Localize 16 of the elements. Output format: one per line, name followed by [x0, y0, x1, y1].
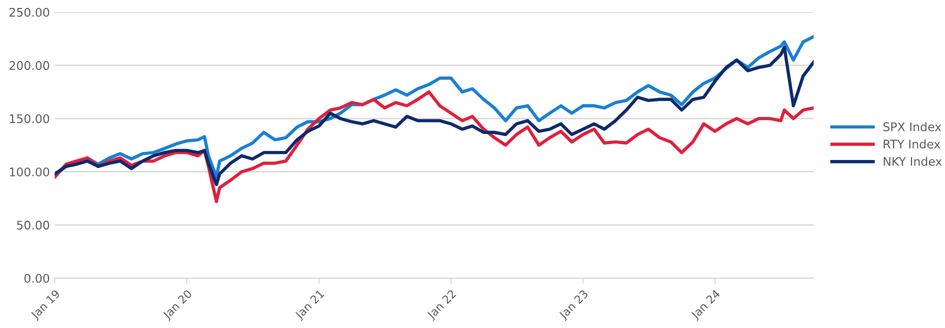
y-tick-label: 150.00	[10, 114, 50, 124]
y-tick-label: 0.00	[24, 274, 50, 283]
y-tick-label: 250.00	[10, 8, 50, 17]
y-tick-label: 200.00	[10, 61, 50, 70]
x-tick-label: Jan 24	[690, 289, 722, 322]
legend-label: SPX Index	[883, 122, 942, 132]
legend-label: RTY Index	[884, 139, 940, 149]
x-tick-label: Jan 20	[162, 289, 194, 322]
x-tick-label: Jan 21	[294, 289, 326, 322]
x-tick-label: Jan 19	[30, 289, 62, 322]
x-tick-label: Jan 22	[426, 289, 458, 322]
y-tick-label: 50.00	[17, 220, 50, 230]
legend-label: NKY Index	[884, 156, 942, 166]
line-series	[54, 90, 814, 204]
y-tick-label: 100.00	[10, 167, 50, 176]
x-tick-label: Jan 23	[558, 289, 590, 322]
